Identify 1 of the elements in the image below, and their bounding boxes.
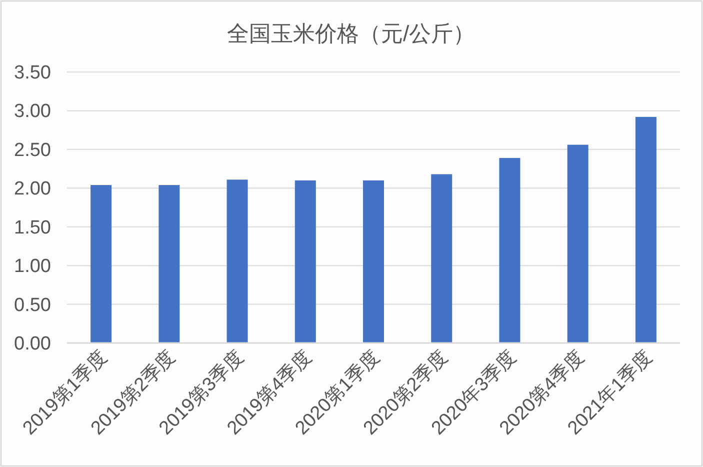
title: 全国玉米价格（元/公斤） [226,21,476,46]
